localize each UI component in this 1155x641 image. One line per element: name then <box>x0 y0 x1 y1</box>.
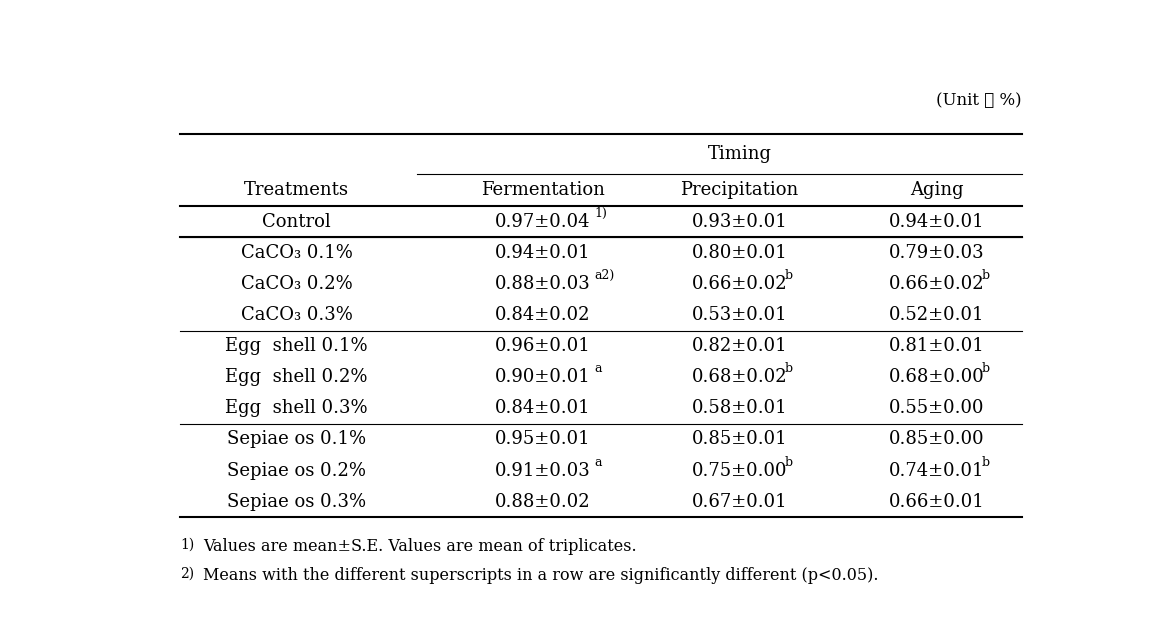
Text: 0.66±0.02: 0.66±0.02 <box>888 275 984 293</box>
Text: 0.81±0.01: 0.81±0.01 <box>888 337 984 355</box>
Text: 0.66±0.02: 0.66±0.02 <box>692 275 788 293</box>
Text: 0.91±0.03: 0.91±0.03 <box>494 462 590 479</box>
Text: (Unit ： %): (Unit ： %) <box>936 92 1021 109</box>
Text: 0.88±0.03: 0.88±0.03 <box>494 275 590 293</box>
Text: 0.53±0.01: 0.53±0.01 <box>692 306 788 324</box>
Text: 0.96±0.01: 0.96±0.01 <box>494 337 590 355</box>
Text: Sepiae os 0.2%: Sepiae os 0.2% <box>228 462 366 479</box>
Text: b: b <box>784 269 792 282</box>
Text: 0.88±0.02: 0.88±0.02 <box>494 493 590 511</box>
Text: CaCO₃ 0.1%: CaCO₃ 0.1% <box>240 244 352 262</box>
Text: 0.79±0.03: 0.79±0.03 <box>888 244 984 262</box>
Text: a: a <box>595 456 602 469</box>
Text: 0.67±0.01: 0.67±0.01 <box>692 493 788 511</box>
Text: Means with the different superscripts in a row are significantly different (p<0.: Means with the different superscripts in… <box>203 567 879 583</box>
Text: Aging: Aging <box>910 181 963 199</box>
Text: 0.82±0.01: 0.82±0.01 <box>692 337 788 355</box>
Text: b: b <box>982 362 990 376</box>
Text: 0.85±0.01: 0.85±0.01 <box>692 431 788 449</box>
Text: Sepiae os 0.1%: Sepiae os 0.1% <box>228 431 366 449</box>
Text: CaCO₃ 0.3%: CaCO₃ 0.3% <box>240 306 352 324</box>
Text: 0.80±0.01: 0.80±0.01 <box>692 244 788 262</box>
Text: 0.68±0.00: 0.68±0.00 <box>888 369 984 387</box>
Text: b: b <box>982 456 990 469</box>
Text: 0.94±0.01: 0.94±0.01 <box>888 213 984 231</box>
Text: b: b <box>784 362 792 376</box>
Text: 0.52±0.01: 0.52±0.01 <box>889 306 984 324</box>
Text: 0.55±0.00: 0.55±0.00 <box>889 399 984 417</box>
Text: 1): 1) <box>180 538 194 552</box>
Text: 0.93±0.01: 0.93±0.01 <box>692 213 788 231</box>
Text: 0.85±0.00: 0.85±0.00 <box>888 431 984 449</box>
Text: Egg  shell 0.2%: Egg shell 0.2% <box>225 369 367 387</box>
Text: 2): 2) <box>180 567 194 581</box>
Text: 0.94±0.01: 0.94±0.01 <box>494 244 590 262</box>
Text: 0.66±0.01: 0.66±0.01 <box>888 493 984 511</box>
Text: 0.95±0.01: 0.95±0.01 <box>494 431 590 449</box>
Text: Timing: Timing <box>708 145 772 163</box>
Text: 0.84±0.02: 0.84±0.02 <box>495 306 590 324</box>
Text: b: b <box>784 456 792 469</box>
Text: 0.58±0.01: 0.58±0.01 <box>692 399 788 417</box>
Text: Fermentation: Fermentation <box>480 181 605 199</box>
Text: a: a <box>595 362 602 376</box>
Text: Values are mean±S.E. Values are mean of triplicates.: Values are mean±S.E. Values are mean of … <box>203 538 638 555</box>
Text: 0.75±0.00: 0.75±0.00 <box>692 462 788 479</box>
Text: Egg  shell 0.3%: Egg shell 0.3% <box>225 399 367 417</box>
Text: 0.97±0.04: 0.97±0.04 <box>495 213 590 231</box>
Text: CaCO₃ 0.2%: CaCO₃ 0.2% <box>240 275 352 293</box>
Text: Egg  shell 0.1%: Egg shell 0.1% <box>225 337 367 355</box>
Text: Treatments: Treatments <box>244 181 349 199</box>
Text: b: b <box>982 269 990 282</box>
Text: 0.90±0.01: 0.90±0.01 <box>494 369 590 387</box>
Text: a2): a2) <box>595 269 614 282</box>
Text: 1): 1) <box>595 207 608 220</box>
Text: 0.68±0.02: 0.68±0.02 <box>692 369 788 387</box>
Text: 0.84±0.01: 0.84±0.01 <box>494 399 590 417</box>
Text: Control: Control <box>262 213 331 231</box>
Text: Precipitation: Precipitation <box>680 181 799 199</box>
Text: 0.74±0.01: 0.74±0.01 <box>889 462 984 479</box>
Text: Sepiae os 0.3%: Sepiae os 0.3% <box>228 493 366 511</box>
